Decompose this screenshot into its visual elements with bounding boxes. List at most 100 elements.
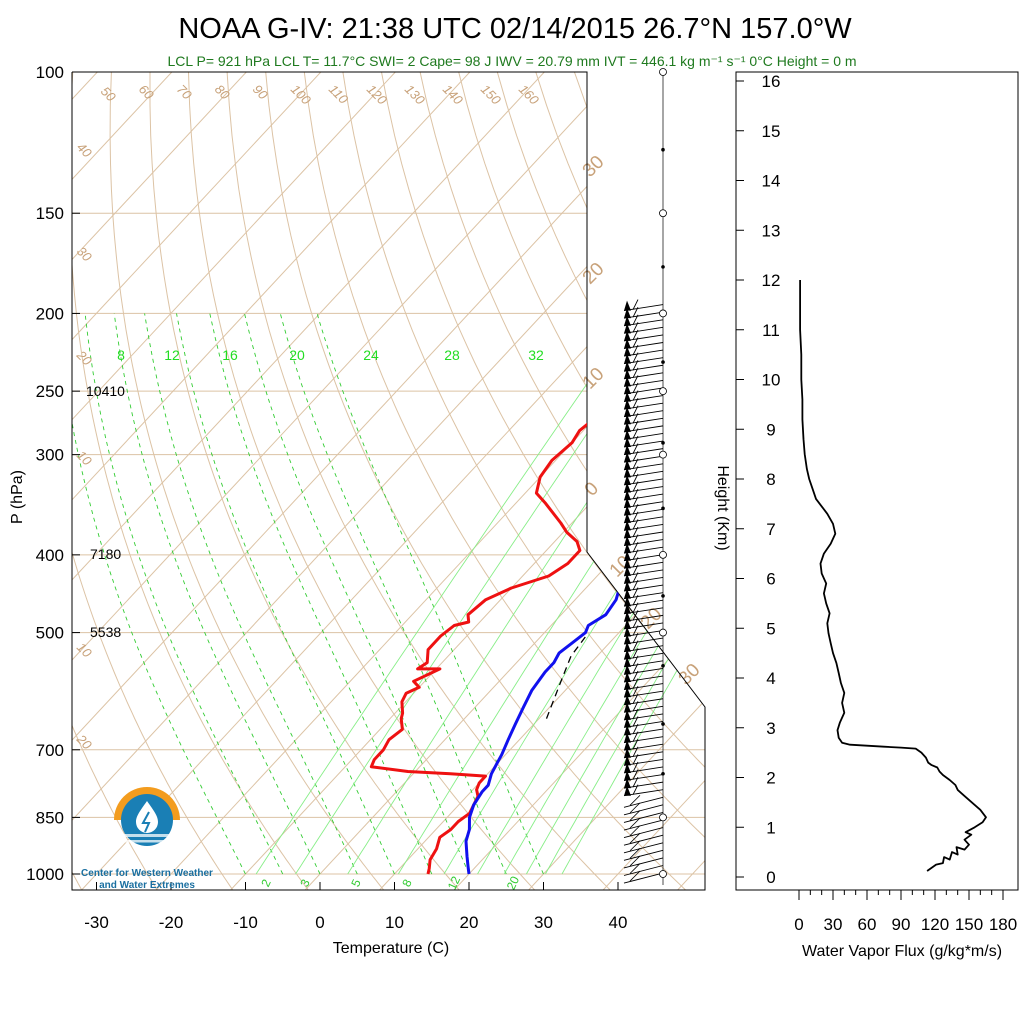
wind-barb-flag	[624, 383, 631, 394]
mixing-ratio-label: 28	[444, 347, 460, 363]
wind-barb-feather	[632, 754, 639, 765]
dry-adiabat-line	[787, 35, 1024, 891]
dry-adiabat-line	[713, 35, 1024, 891]
wind-barb-feather	[629, 840, 641, 852]
wind-barb-feather	[632, 549, 639, 560]
wind-barb-flag	[624, 308, 631, 319]
flux-y-tick-label: 15	[762, 122, 781, 141]
wind-barb-feather	[632, 701, 639, 712]
mixing-ratio-line	[295, 346, 647, 875]
profile-lines	[369, 297, 705, 875]
wind-barb-feather	[632, 405, 639, 416]
wind-level-dot	[661, 265, 665, 269]
isotherm-line	[72, 72, 705, 890]
dry-adiabat-label: 160	[516, 82, 542, 108]
wind-barb-feather	[632, 337, 639, 348]
wind-barb	[623, 819, 664, 831]
wind-barb-flag	[624, 543, 631, 554]
y-tick-label: 850	[36, 808, 64, 827]
wind-barb-flag	[624, 558, 631, 569]
mixing-ratio-label: 16	[222, 347, 238, 363]
flux-x-tick-label: 60	[858, 915, 877, 934]
wind-barb-feather	[632, 587, 639, 598]
wind-barb-flag	[624, 709, 631, 720]
wind-barb-flag	[624, 399, 631, 410]
wind-barb-feather	[632, 367, 639, 379]
wind-level-marker	[659, 387, 667, 396]
y-tick-label: 300	[36, 446, 64, 465]
isotherm-line	[72, 72, 654, 890]
dry-adiabat-line	[937, 35, 1024, 891]
wind-barb-feather	[632, 595, 639, 606]
wind-barb-feather	[632, 708, 639, 720]
logo-bolt-icon	[141, 811, 151, 833]
wind-barb-flag	[624, 634, 631, 645]
moist-adiabat-line	[84, 313, 284, 875]
wind-barb	[623, 804, 664, 816]
isotherm-line	[72, 72, 705, 890]
wind-barb-flag	[624, 611, 631, 622]
wind-barb-flag	[624, 778, 631, 789]
wind-barb-feather	[632, 640, 639, 651]
flux-x-tick-label: 120	[921, 915, 949, 934]
wind-barb-feather	[632, 663, 639, 674]
wind-barb-flag	[624, 368, 631, 379]
wind-barb-feather	[632, 541, 639, 553]
wind-barb-feather	[632, 382, 639, 394]
wind-barb-feather	[632, 670, 639, 682]
wind-barb-feather	[629, 870, 641, 882]
y-tick-label: 100	[36, 63, 64, 82]
wind-barb-flag	[624, 421, 631, 432]
wind-barb-feather	[632, 496, 639, 507]
chart-subtitle: LCL P= 921 hPa LCL T= 11.7°C SWI= 2 Cape…	[167, 53, 856, 69]
wind-barb-flag	[624, 641, 631, 652]
wind-barb-flag	[624, 535, 631, 546]
wind-barb-flag	[624, 550, 631, 561]
dry-adiabat-line	[975, 35, 1024, 891]
wind-barb-feather	[632, 557, 639, 568]
dry-adiabat-line	[825, 35, 1024, 891]
dry-adiabat-label: 50	[98, 84, 119, 105]
dry-adiabat-line	[72, 72, 234, 890]
wind-level-marker	[659, 209, 667, 218]
wind-barb-flag	[624, 497, 631, 508]
flux-y-axis-label: Height (Km)	[714, 465, 731, 550]
dry-adiabat-line	[412, 72, 705, 890]
wind-barb-feather	[629, 810, 641, 821]
wind-barb-flag	[624, 338, 631, 349]
wind-barb-feather	[632, 572, 639, 583]
flux-y-tick-label: 2	[766, 769, 775, 788]
wind-barb-flag	[624, 679, 631, 690]
flux-x-tick-label: 180	[989, 915, 1017, 934]
mixing-ratio-line	[347, 346, 692, 875]
wind-barb	[623, 865, 664, 876]
dry-adiabat-label: 120	[364, 82, 390, 108]
x-tick-label: 20	[460, 913, 479, 932]
flux-profile-line	[799, 280, 987, 872]
x-tick-label: 10	[385, 913, 404, 932]
wind-barb-feather	[632, 435, 639, 447]
wind-barb-flag	[624, 649, 631, 660]
flux-x-tick-label: 150	[955, 915, 983, 934]
wind-barb-feather	[632, 602, 639, 613]
wind-barb-flag	[624, 452, 631, 463]
wind-barb-flag	[624, 588, 631, 599]
isotherm-label: 10	[606, 552, 636, 582]
flux-y-tick-label: 11	[762, 321, 780, 340]
wind-barb-flag	[624, 353, 631, 364]
mixing-ratio-line	[255, 346, 614, 875]
dewpoint-profile-line	[369, 297, 705, 875]
wind-barb-flag	[624, 490, 631, 501]
chart-title: NOAA G-IV: 21:38 UTC 02/14/2015 26.7°N 1…	[178, 13, 852, 45]
flux-x-tick-label: 90	[892, 915, 911, 934]
wind-barb-feather	[632, 678, 639, 689]
wind-barb-feather	[632, 716, 639, 727]
wind-barb	[623, 812, 664, 823]
mixing-ratio-label: 24	[363, 347, 379, 363]
wind-level-dot	[661, 441, 665, 445]
isotherm-line	[601, 72, 705, 890]
wind-barb-feather	[629, 795, 641, 806]
wind-barb-feather	[632, 526, 639, 538]
isotherm-line	[676, 72, 705, 890]
mixing-ratio-line	[503, 346, 705, 875]
